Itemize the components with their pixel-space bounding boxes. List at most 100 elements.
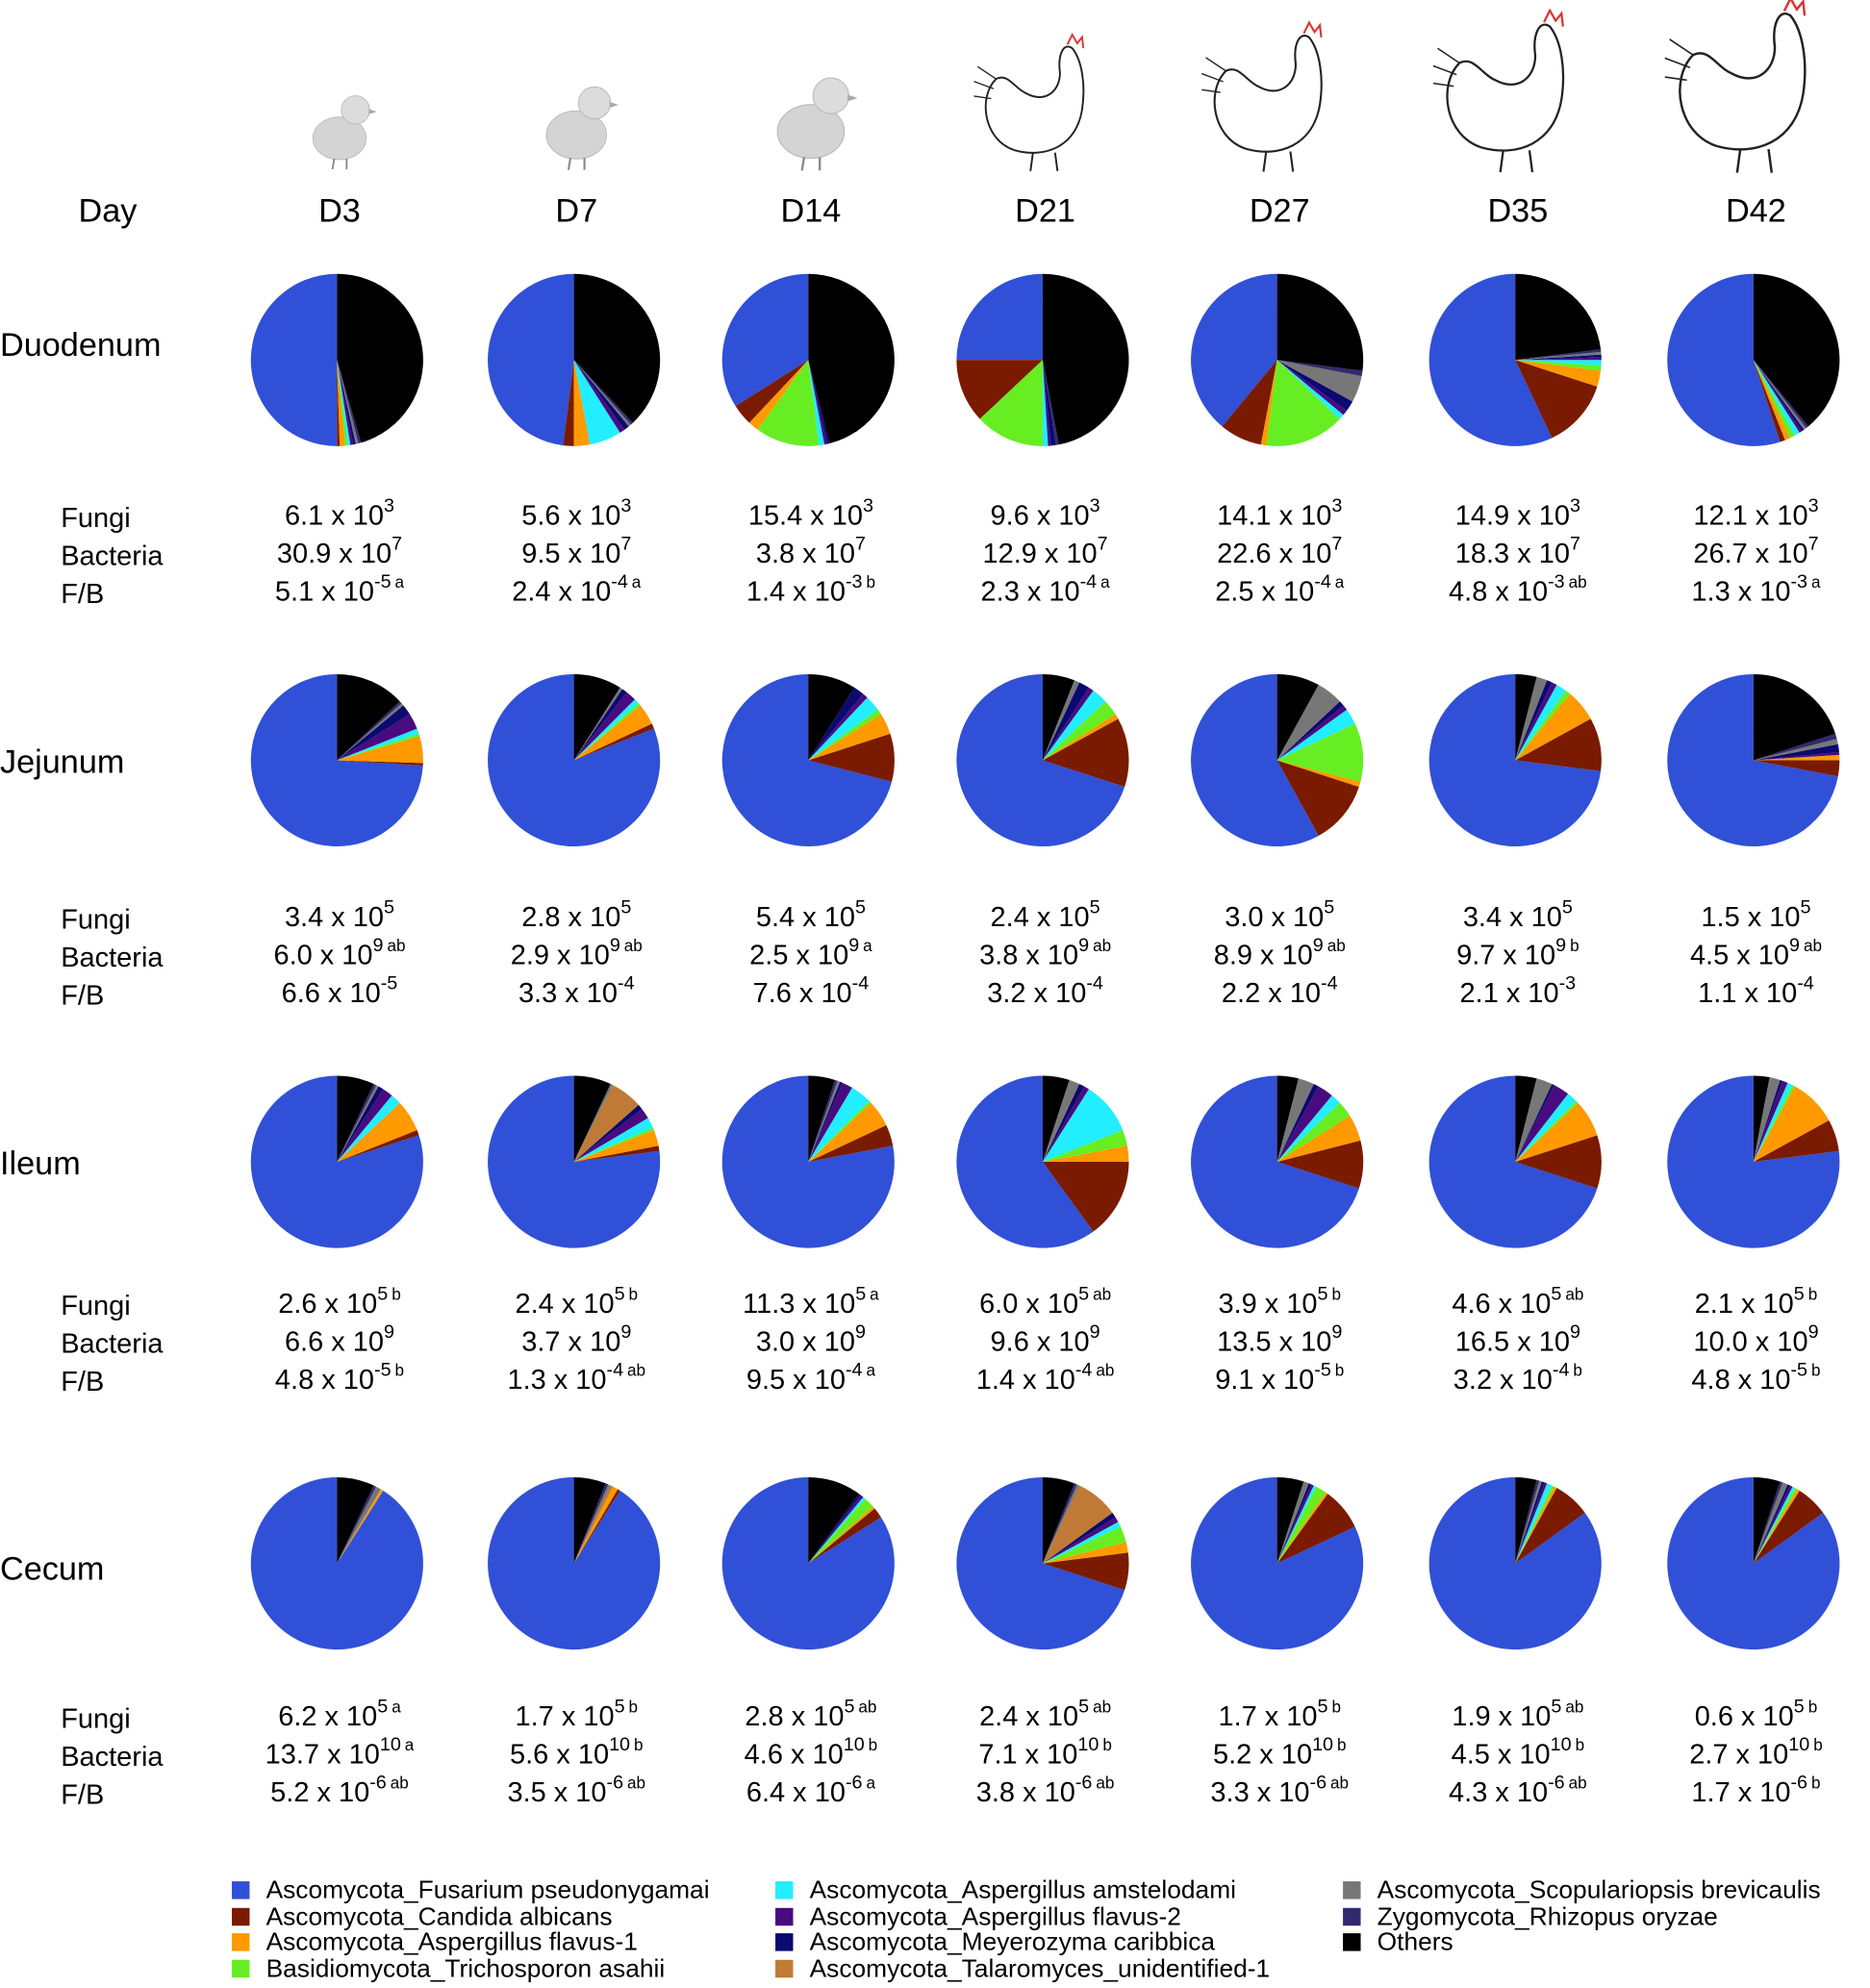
pie-slice	[1753, 754, 1840, 761]
cell-value: 2.7 x 1010 b	[1689, 1734, 1823, 1770]
cell-base: 13.5 x 10	[1217, 1326, 1331, 1357]
row-label: Bacteria	[61, 1329, 164, 1360]
cell-letter: b	[1331, 1698, 1341, 1716]
pie-slice	[1515, 354, 1602, 361]
cell-base: 3.3 x 10	[518, 978, 618, 1009]
pie-slice	[1753, 360, 1805, 432]
pie-slice	[1042, 682, 1089, 761]
cell-value: 2.2 x 10-4	[1222, 973, 1338, 1009]
cell-letter: b	[1811, 1361, 1821, 1379]
pie-slice	[337, 714, 417, 761]
pie-slice	[1276, 1083, 1319, 1163]
pie-slice	[573, 1489, 620, 1564]
pie-slice	[573, 723, 654, 761]
cell-value: 30.9 x 107	[277, 534, 402, 569]
pie-slice	[1753, 273, 1840, 427]
pie-slice	[1753, 743, 1839, 761]
pie-slice	[573, 1145, 660, 1163]
cell-value: 3.2 x 10-4 b	[1453, 1360, 1582, 1396]
chick-legs	[800, 157, 821, 171]
cell-exponent: -6	[1790, 1773, 1807, 1794]
cell-exponent: -5	[1314, 1360, 1331, 1381]
pie-slice	[337, 701, 402, 761]
pie-slice	[1042, 1484, 1080, 1564]
day-label: D42	[1726, 193, 1786, 230]
pie-slice	[573, 1118, 653, 1163]
pie-slice	[1515, 360, 1602, 365]
pie-slice	[488, 1075, 661, 1248]
pie-slice	[337, 733, 420, 761]
pie-slice	[1042, 273, 1129, 445]
cell-letter: ab	[1330, 1774, 1349, 1792]
cell-letter: b	[1335, 1361, 1345, 1379]
bird-icon	[973, 33, 1085, 171]
pie-slice	[337, 728, 419, 761]
cell-exponent: -5	[381, 973, 398, 994]
cell-base: 6.0 x 10	[979, 1288, 1078, 1319]
cell-base: 4.8 x 10	[1449, 576, 1548, 607]
pie-slice	[808, 360, 827, 445]
pie-slice	[563, 360, 574, 446]
cell-letter: b	[1811, 1774, 1821, 1792]
cell-base: 2.4 x 10	[516, 1288, 615, 1319]
cell-exponent: 5	[1562, 897, 1573, 919]
cell-value: 6.1 x 103	[285, 495, 394, 531]
row-label: F/B	[61, 579, 104, 610]
pie-slice	[808, 673, 855, 761]
cell-base: 2.8 x 10	[745, 1701, 844, 1732]
pie-slice	[1276, 701, 1344, 761]
cell-letter: ab	[858, 1698, 876, 1716]
cell-base: 9.7 x 10	[1456, 940, 1555, 970]
pie-slice	[1515, 1480, 1542, 1564]
cell-base: 1.3 x 10	[507, 1365, 606, 1396]
cell-value: 12.9 x 107	[982, 534, 1107, 569]
cell-exponent: 5	[384, 897, 394, 919]
cell-exponent: 7	[1808, 534, 1819, 555]
cell-base: 16.5 x 10	[1455, 1326, 1570, 1357]
cell-exponent: 5	[1078, 1697, 1089, 1718]
pie-slice	[1753, 360, 1803, 433]
cell-exponent: -3	[1790, 571, 1807, 592]
cell-base: 3.0 x 10	[1225, 902, 1324, 933]
pie-slice	[573, 360, 620, 445]
pie-slice	[1753, 733, 1837, 761]
pie-slice	[337, 1089, 392, 1163]
pie-slice	[808, 1497, 866, 1564]
pie-slice	[1276, 705, 1348, 761]
cell-letter: a	[1335, 573, 1345, 591]
cell-value: 5.2 x 1010 b	[1213, 1734, 1347, 1770]
cell-exponent: -4	[1080, 571, 1098, 592]
pie-slice	[337, 1476, 374, 1564]
cell-exponent: 5	[615, 1697, 625, 1718]
legend-swatch	[1343, 1881, 1361, 1900]
cell-letter: ab	[1096, 1774, 1114, 1792]
pie-slice	[1042, 1522, 1121, 1564]
pie-slice	[721, 273, 809, 407]
cell-value: 1.7 x 10-6 b	[1691, 1773, 1820, 1808]
pie-slice	[1276, 685, 1340, 761]
cell-value: 4.8 x 10-3 ab	[1449, 571, 1587, 607]
pie-slice	[573, 1075, 611, 1163]
cell-exponent: -4	[1314, 571, 1331, 592]
pie-slice	[573, 1130, 659, 1163]
cell-exponent: -4	[1321, 973, 1338, 994]
pie-slice	[1276, 1102, 1351, 1163]
pie-slice	[1515, 351, 1602, 361]
cell-value: 1.7 x 105 b	[1218, 1697, 1341, 1732]
cell-value: 26.7 x 107	[1693, 534, 1818, 569]
cell-base: 3.2 x 10	[987, 978, 1086, 1009]
legend-swatch	[775, 1907, 794, 1926]
cell-exponent: 5	[615, 1284, 625, 1305]
pie-slice	[808, 709, 881, 761]
pie-slice	[1515, 1135, 1602, 1189]
bird-icon	[776, 77, 858, 171]
cell-exponent: 5	[1551, 1284, 1561, 1305]
cell-base: 1.5 x 10	[1701, 902, 1800, 933]
cell-value: 15.4 x 103	[748, 495, 873, 531]
pie-slice	[1276, 1075, 1299, 1163]
pie-slice	[808, 360, 825, 446]
hen-tail	[1201, 57, 1226, 93]
pie-slice	[1042, 1162, 1129, 1232]
cell-base: 4.3 x 10	[1449, 1777, 1548, 1808]
